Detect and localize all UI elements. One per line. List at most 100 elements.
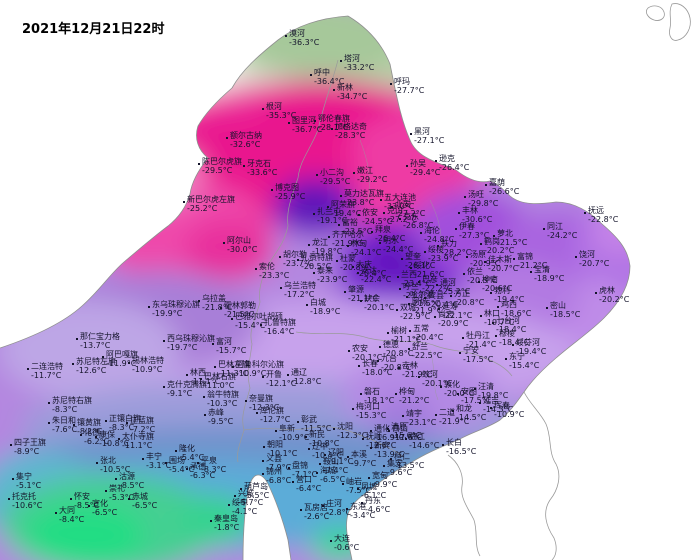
station-temperature: -7.1°C: [292, 470, 318, 479]
station-temperature: -21.2°C: [399, 396, 430, 405]
station-name: 额尔古纳: [230, 131, 262, 140]
station-label: 望奎 -26.1°C: [405, 252, 435, 270]
station-dot: [262, 460, 264, 462]
station-temperature: -15.4°C: [235, 321, 266, 330]
station-temperature: -23.1°C: [406, 418, 437, 427]
station-dot: [424, 297, 426, 299]
station-temperature: -20.8°C: [381, 363, 412, 372]
station-name: 九台: [381, 354, 397, 363]
station-dot: [231, 318, 233, 320]
station-temperature: -16.9°C: [374, 433, 405, 442]
station-temperature: -6.4°C: [296, 484, 322, 493]
station-temperature: -6.2°C: [84, 437, 110, 446]
station-dot: [390, 83, 392, 85]
station-name: 梅河口: [356, 402, 380, 411]
station-dot: [543, 228, 545, 230]
station-dot: [324, 454, 326, 456]
station-temperature: -20.8°C: [454, 298, 485, 307]
station-dot: [406, 165, 408, 167]
station-label: 桓仁 -13.5°C: [394, 452, 424, 470]
station-temperature: -12.6°C: [366, 441, 397, 450]
station-temperature: -23.7°C: [283, 259, 314, 268]
station-temperature: -9.5°C: [208, 417, 234, 426]
station-dot: [128, 362, 130, 364]
station-label: 安达 -22.4°C: [361, 266, 391, 284]
station-temperature: -21.5°C: [497, 238, 528, 247]
station-name: 嘉荫: [489, 178, 505, 187]
station-label: 阿鲁科尔沁旗 -10.9°C: [236, 360, 284, 378]
station-dot: [306, 304, 308, 306]
station-temperature: -29.5°C: [202, 166, 233, 175]
station-temperature: -21.9°C: [332, 239, 363, 248]
station-name: 安达: [361, 266, 377, 275]
station-temperature: -20.8°C: [340, 263, 371, 272]
station-label: 胡尔勒 -23.7°C: [283, 250, 313, 268]
station-temperature: -10.1°C: [267, 449, 298, 458]
station-dot: [279, 256, 281, 258]
station-temperature: -20.9°C: [438, 319, 469, 328]
station-temperature: -21.5°C: [410, 299, 441, 308]
station-temperature: -11.1°C: [122, 441, 153, 450]
station-label: 大同 -8.4°C: [59, 506, 84, 524]
station-name: 克什克腾旗: [167, 380, 207, 389]
station-dot: [118, 438, 120, 440]
station-temperature: -29.2°C: [357, 175, 388, 184]
station-label: 哈尔滨 -21.5°C: [410, 290, 440, 308]
station-temperature: -20.8°C: [383, 349, 414, 358]
station-temperature: -19.4°C: [516, 347, 547, 356]
station-name: 桦甸: [399, 387, 415, 396]
station-label: 富锦 -21.2°C: [517, 252, 547, 270]
station-name: 杜蒙: [340, 254, 356, 263]
station-temperature: -24.4°C: [383, 245, 414, 254]
station-name: 望奎: [405, 252, 421, 261]
station-temperature: -20.1°C: [352, 353, 383, 362]
station-temperature: -13.7°C: [80, 341, 111, 350]
station-dot: [484, 261, 486, 263]
station-name: 舒兰: [412, 342, 428, 351]
station-temperature: -2.6°C: [304, 512, 330, 521]
station-temperature: -18.0°C: [362, 368, 393, 377]
station-label: 营口 -6.4°C: [296, 475, 321, 493]
station-label: 沽源 -8.5°C: [119, 472, 144, 490]
station-name: 锦州: [266, 467, 282, 476]
station-label: 延寿 -22.1°C: [442, 302, 472, 320]
station-label: 小二沟 -29.5°C: [320, 168, 350, 186]
station-name: 通辽: [291, 368, 307, 377]
station-label: 新宾 -13.9°C: [374, 441, 404, 459]
station-temperature: -10.9°C: [236, 369, 267, 378]
station-label: 长春 -18.0°C: [362, 359, 392, 377]
station-dot: [595, 292, 597, 294]
station-dot: [418, 376, 420, 378]
station-label: 白城 -18.9°C: [310, 298, 340, 316]
station-temperature: -26.1°C: [405, 261, 436, 270]
station-label: 陈巴尔虎旗 -29.5°C: [202, 157, 242, 175]
station-label: 林甸 -24.1°C: [351, 239, 381, 257]
station-temperature: -28.1°C: [318, 123, 349, 132]
station-label: 鄂伦春旗 -28.1°C: [318, 114, 350, 132]
station-temperature: -16.4°C: [264, 327, 295, 336]
station-name: 鹤岗: [484, 237, 500, 246]
station-label: 霍林郭勒 -21.5°C: [224, 301, 256, 319]
station-dot: [464, 196, 466, 198]
station-temperature: -21.9°C: [412, 306, 443, 315]
station-dot: [220, 307, 222, 309]
station-label: 林口 -19.7°C: [484, 309, 514, 327]
station-dot: [442, 444, 444, 446]
station-dot: [409, 330, 411, 332]
station-label: 新巴尔虎左旗 -25.2°C: [187, 195, 235, 213]
station-name: 东宁: [509, 352, 525, 361]
station-name: 赤城: [132, 492, 148, 501]
station-name: 丰林: [462, 206, 478, 215]
station-name: 通化: [374, 424, 390, 433]
station-name: 宽甸: [372, 471, 388, 480]
station-name: 太仆寺旗: [122, 432, 154, 441]
station-temperature: -24.2°C: [547, 231, 578, 240]
station-dot: [313, 213, 315, 215]
station-label: 宾县 -20.4°C: [428, 291, 458, 309]
station-temperature: -11.1°C: [190, 377, 221, 386]
station-temperature: -5.3°C: [109, 493, 135, 502]
station-temperature: -24.5°C: [362, 217, 393, 226]
station-label: 辽阳 -9.1°C: [328, 448, 353, 466]
station-temperature: -20.4°C: [428, 300, 459, 309]
station-temperature: -32.6°C: [230, 140, 261, 149]
